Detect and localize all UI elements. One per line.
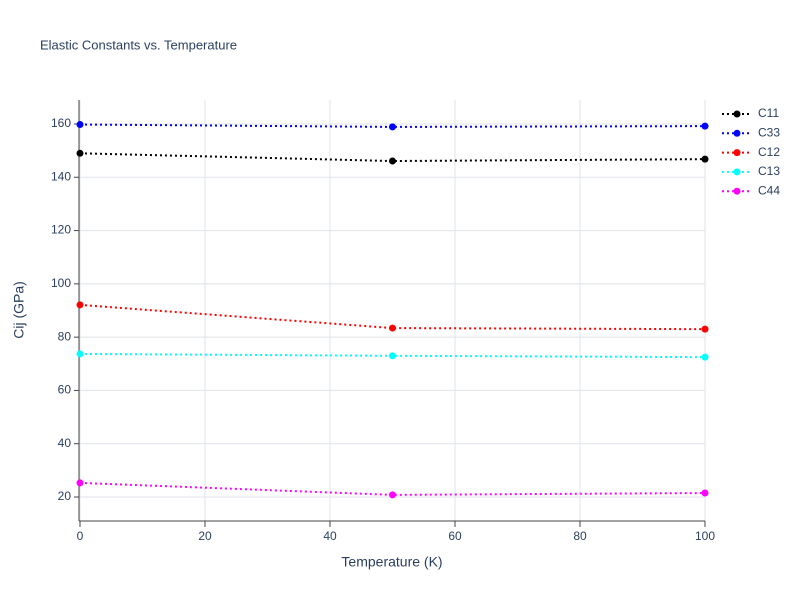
x-tick-label: 40 — [323, 529, 337, 543]
y-tick-label: 60 — [58, 383, 72, 397]
marker — [76, 149, 84, 157]
marker — [76, 479, 84, 487]
series-line — [79, 152, 706, 163]
legend-marker — [733, 149, 741, 157]
legend-marker — [733, 168, 741, 176]
x-axis-title: Temperature (K) — [341, 554, 442, 570]
y-tick-label: 40 — [58, 436, 72, 450]
marker — [389, 123, 396, 131]
marker — [701, 353, 709, 361]
legend-label: C12 — [758, 145, 780, 159]
legend-label: C44 — [758, 183, 780, 197]
y-tick-label: 80 — [58, 329, 72, 343]
marker — [701, 155, 709, 163]
y-tick-label: 160 — [51, 116, 71, 130]
x-tick-label: 0 — [77, 529, 84, 543]
series-line — [79, 481, 706, 496]
x-tick-label: 20 — [198, 529, 212, 543]
marker — [701, 122, 709, 130]
marker — [389, 352, 396, 360]
y-axis-title: Cij (GPa) — [11, 281, 27, 339]
series-line — [79, 303, 706, 331]
legend-label: C13 — [758, 164, 780, 178]
legend-marker — [733, 129, 741, 137]
chart-title: Elastic Constants vs. Temperature — [40, 37, 237, 52]
y-tick-label: 120 — [51, 223, 71, 237]
y-tick-label: 20 — [58, 489, 72, 503]
x-tick-label: 80 — [573, 529, 587, 543]
y-tick-label: 140 — [51, 169, 71, 183]
marker — [76, 121, 84, 129]
marker — [76, 350, 84, 358]
marker — [701, 489, 709, 497]
marker — [76, 301, 84, 309]
legend-label: C11 — [758, 106, 779, 120]
series-line — [79, 352, 706, 359]
legend-marker — [733, 110, 741, 118]
y-tick-label: 100 — [51, 276, 71, 290]
x-tick-label: 60 — [448, 529, 462, 543]
x-tick-label: 100 — [695, 529, 715, 543]
marker — [389, 157, 396, 165]
marker — [389, 491, 396, 499]
series-line — [79, 123, 706, 128]
legend-marker — [733, 187, 741, 195]
legend-label: C33 — [758, 125, 780, 139]
marker — [389, 324, 396, 332]
marker — [701, 325, 709, 333]
